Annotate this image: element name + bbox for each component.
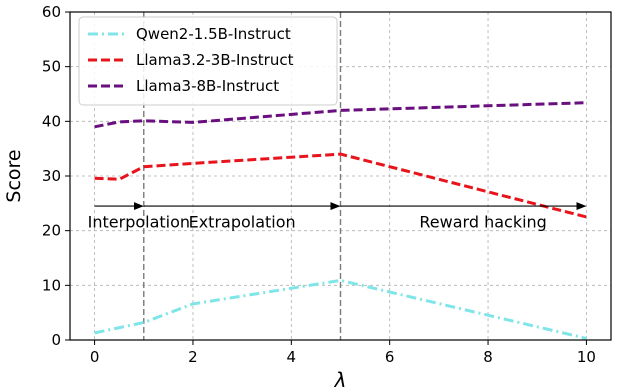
x-tick-label: 2 xyxy=(188,348,198,366)
series-lines xyxy=(94,101,587,340)
series-line xyxy=(94,278,587,340)
legend-label: Llama3.2-3B-Instruct xyxy=(136,51,294,69)
x-axis-label: λ xyxy=(334,368,347,392)
x-tick-label: 8 xyxy=(483,348,493,366)
region-label: Reward hacking xyxy=(419,212,546,231)
legend: Qwen2-1.5B-Instruct Llama3.2-3B-Instruct L… xyxy=(78,16,338,106)
legend-label: Llama3-8B-Instruct xyxy=(136,77,279,95)
x-tick-label: 0 xyxy=(90,348,100,366)
series-line xyxy=(94,152,587,219)
region-label: Interpolation xyxy=(88,212,190,231)
y-tick-label: 30 xyxy=(42,167,61,185)
x-tick-label: 4 xyxy=(287,348,297,366)
y-tick-label: 20 xyxy=(42,222,61,240)
y-tick-label: 0 xyxy=(51,331,61,349)
y-tick-label: 40 xyxy=(42,112,61,130)
x-tick-label: 10 xyxy=(577,348,596,366)
legend-label: Qwen2-1.5B-Instruct xyxy=(136,25,291,43)
y-tick-label: 50 xyxy=(42,58,61,76)
series-line xyxy=(94,101,587,129)
legend-box xyxy=(78,16,338,106)
y-tick-label: 10 xyxy=(42,276,61,294)
axis-ticks: 0 2 4 6 8 10 0 10 20 30 40 50 60 xyxy=(42,3,596,366)
y-tick-label: 60 xyxy=(42,3,61,21)
y-axis-label: Score xyxy=(3,149,25,202)
x-tick-label: 6 xyxy=(385,348,395,366)
region-label: Extrapolation xyxy=(189,212,296,231)
